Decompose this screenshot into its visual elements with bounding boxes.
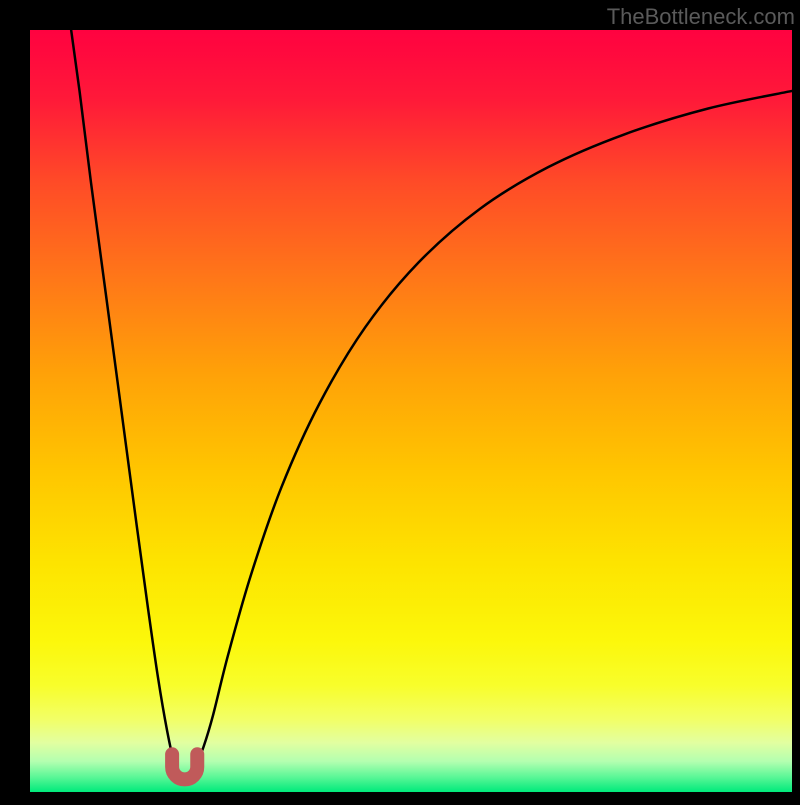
chart-frame <box>0 0 800 800</box>
bottleneck-chart <box>0 0 800 800</box>
watermark-text: TheBottleneck.com <box>607 4 795 30</box>
chart-background-gradient <box>30 30 792 792</box>
